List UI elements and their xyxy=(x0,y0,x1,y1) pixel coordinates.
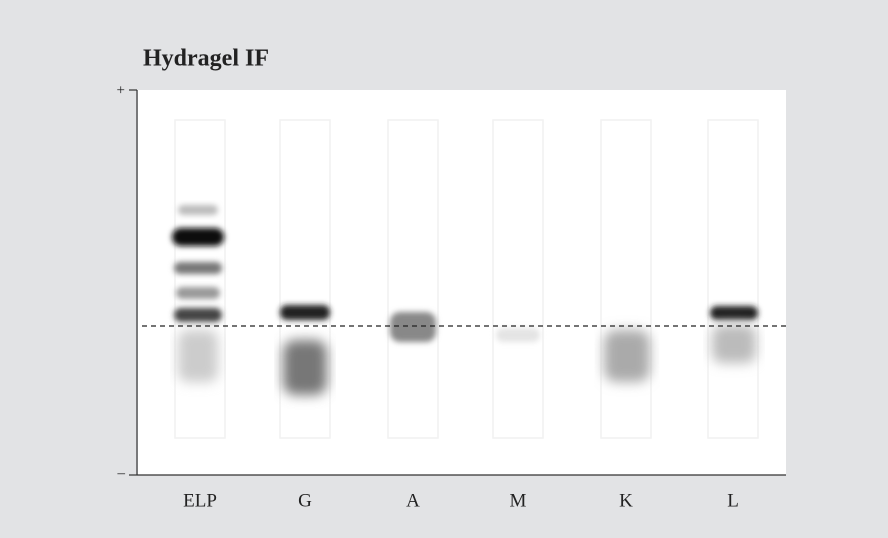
lane-label: G xyxy=(298,490,312,511)
band xyxy=(496,328,540,342)
band xyxy=(710,306,758,320)
lane-label: A xyxy=(406,490,420,511)
lane-label: M xyxy=(510,490,527,511)
page-body: {"header": {"title": "Hydragel IF"}, "ax… xyxy=(0,0,888,538)
title: Hydragel IF xyxy=(143,46,269,72)
band xyxy=(174,308,222,322)
lane-label: L xyxy=(727,490,739,511)
page: Hydragel IF html, body { margin: 0; padd… xyxy=(0,0,888,538)
band xyxy=(174,262,222,274)
band xyxy=(280,305,330,320)
gel-area xyxy=(138,90,786,475)
axis-plus: + xyxy=(117,82,125,98)
band xyxy=(604,330,650,382)
lane-label: K xyxy=(619,490,633,511)
band xyxy=(172,228,224,246)
band xyxy=(178,330,218,382)
band xyxy=(176,287,220,299)
band xyxy=(178,205,218,215)
band xyxy=(390,312,436,342)
figure: Hydragel IF + – ELP G A M K L xyxy=(0,0,888,538)
band xyxy=(283,340,327,395)
axis-minus: – xyxy=(117,465,126,481)
band xyxy=(712,325,756,363)
lane-label: ELP xyxy=(183,490,217,511)
